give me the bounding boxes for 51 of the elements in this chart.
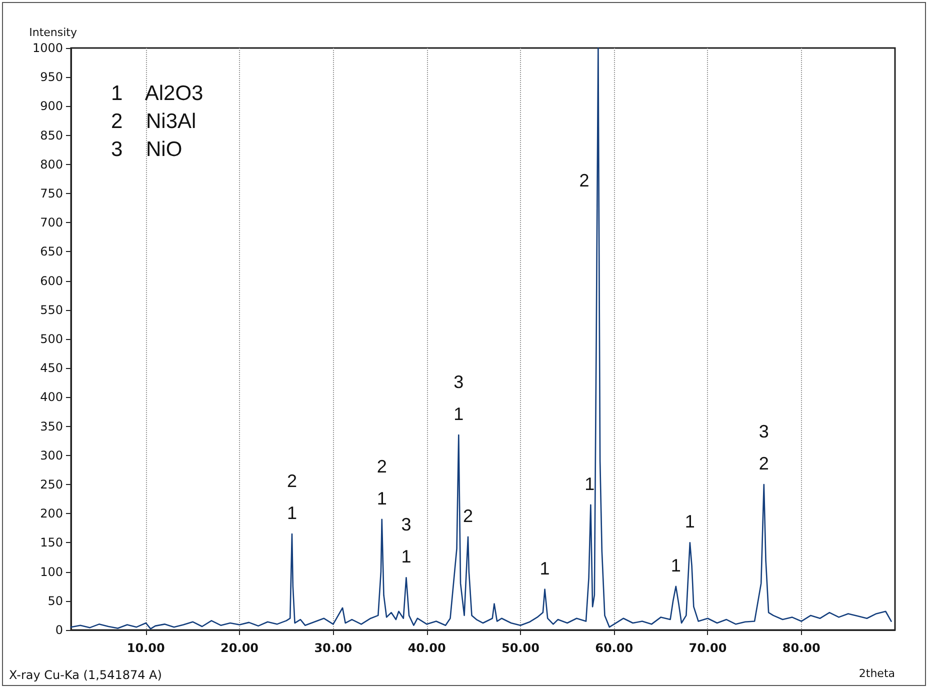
x-tick-label: 50.00 <box>501 641 540 655</box>
annotation: 2 <box>376 456 387 476</box>
y-tick-label: 900 <box>40 99 63 114</box>
annotation: 2 Ni3Al <box>111 110 196 133</box>
y-tick-label: 850 <box>40 128 63 142</box>
annotation: 1 <box>401 546 412 567</box>
annotation: 2 <box>463 506 474 526</box>
y-tick-label: 500 <box>40 332 63 346</box>
annotation: 1 <box>670 555 681 576</box>
text: X-ray Cu-Ka (1,541874 A) <box>9 668 162 682</box>
y-tick-label: 1000 <box>32 41 63 55</box>
annotation: 2 <box>579 170 590 191</box>
x-tick-label: 70.00 <box>688 641 727 655</box>
y-tick-label: 350 <box>40 419 63 434</box>
annotation: 2 <box>286 470 297 491</box>
x-tick-label: 30.00 <box>314 641 352 655</box>
y-tick-label: 250 <box>40 478 63 492</box>
y-tick-label: 50 <box>48 594 63 608</box>
annotation: 1 <box>454 404 464 424</box>
y-tick-label: 650 <box>40 244 63 259</box>
annotation: 2 <box>758 454 769 474</box>
y-tick-label: 0 <box>55 623 63 637</box>
y-tick-label: 750 <box>40 186 63 200</box>
y-tick-label: 150 <box>40 536 63 550</box>
y-tick-label: 100 <box>40 564 63 579</box>
y-tick-label: 450 <box>40 361 63 376</box>
annotation: 1 <box>584 474 595 494</box>
y-tick-label: 950 <box>40 70 63 84</box>
annotation: 1 <box>376 488 387 508</box>
x-tick-label: 40.00 <box>408 641 446 655</box>
y-tick-label: 400 <box>40 390 63 404</box>
y-tick-label: 550 <box>40 302 63 317</box>
x-tick-label: 10.00 <box>126 641 165 655</box>
annotation: 3 <box>758 422 769 442</box>
annotation: 1 <box>540 558 550 578</box>
y-tick-label: 600 <box>40 274 63 288</box>
y-tick-label: 800 <box>40 157 63 172</box>
annotation: 1 <box>286 502 297 523</box>
x-tick-label: 80.00 <box>782 641 820 655</box>
annotation: 3 <box>454 372 464 392</box>
y-tick-label: 700 <box>40 216 63 230</box>
annotation: 3 <box>401 514 412 535</box>
y-tick-label: 300 <box>40 448 63 462</box>
annotation: 3 NiO <box>111 138 182 161</box>
x-tick-label: 60.00 <box>595 641 634 655</box>
y-tick-label: 200 <box>40 506 63 521</box>
annotation: 1 Al2O3 <box>111 82 204 105</box>
x-tick-label: 20.00 <box>220 641 259 655</box>
x-axis-title: 2theta <box>858 667 895 680</box>
y-axis-title: Intensity <box>29 26 78 39</box>
annotation: 1 <box>684 512 695 532</box>
